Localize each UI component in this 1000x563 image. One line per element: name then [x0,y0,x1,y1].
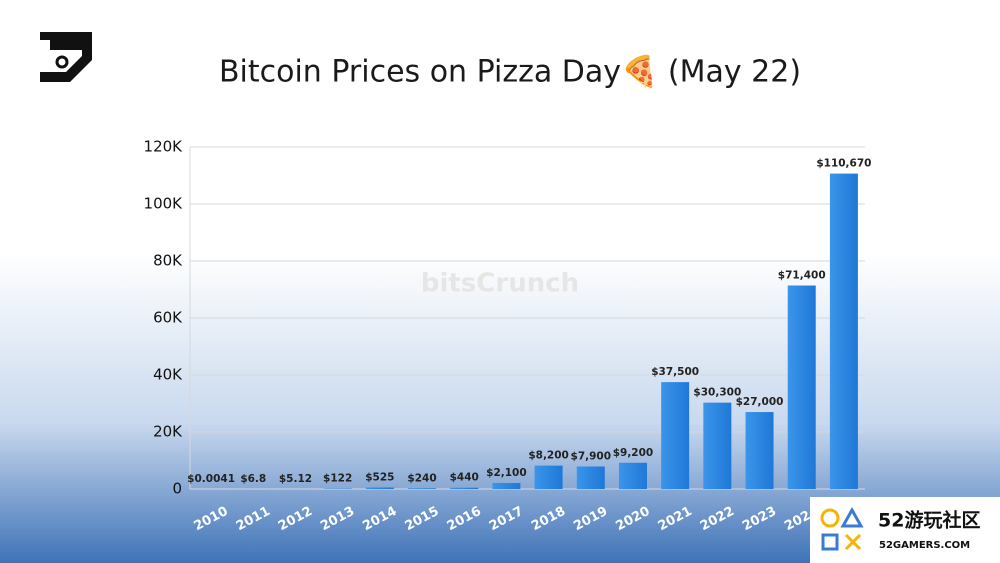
bar [365,487,394,489]
bar [618,462,647,489]
badge-url: 52GAMERS.COM [879,540,970,551]
y-tick-label: 20K [153,423,183,441]
bar [661,382,690,489]
value-label: $5.12 [279,473,312,485]
value-label: $122 [323,473,352,485]
value-label: $2,100 [486,467,527,479]
bar [450,487,479,489]
value-label: $71,400 [778,270,826,282]
value-label: $8,200 [528,450,569,462]
bar [576,466,605,489]
bar [492,483,521,489]
bar [534,465,563,489]
y-tick-label: 0 [172,480,182,498]
value-label: $6.8 [240,473,266,485]
value-label: $240 [407,472,436,484]
badge: 52游玩社区 52GAMERS.COM [810,497,1000,563]
bar [787,285,816,489]
chart-title: Bitcoin Prices on Pizza Day🍕 (May 22) [219,54,801,90]
value-label: $0.0041 [187,473,235,485]
bar [408,488,437,489]
badge-title: 52游玩社区 [878,509,980,532]
logo [40,32,92,82]
bar [745,412,774,489]
value-label: $110,670 [816,158,871,170]
y-tick-label: 60K [153,309,183,327]
bar [829,173,858,489]
y-tick-label: 120K [144,138,184,156]
value-label: $27,000 [736,396,784,408]
y-tick-label: 40K [153,366,183,384]
value-label: $525 [365,472,394,484]
y-tick-label: 80K [153,252,183,270]
value-label: $9,200 [613,447,654,459]
value-label: $37,500 [651,366,699,378]
y-tick-label: 100K [144,195,184,213]
value-label: $7,900 [571,450,612,462]
watermark: bitsCrunch [421,269,579,299]
bar [703,402,732,489]
value-label: $440 [450,472,479,484]
value-label: $30,300 [693,387,741,399]
